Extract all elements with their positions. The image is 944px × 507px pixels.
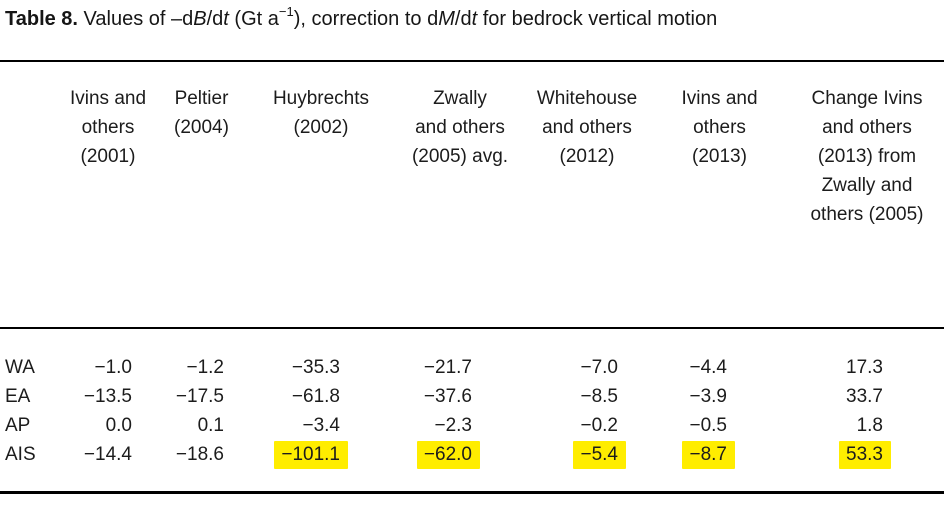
caption-italic-t: t (223, 8, 229, 30)
cell-ais-peltier2004: −18.6 (156, 440, 247, 494)
highlight-marker: 53.3 (839, 441, 891, 469)
column-header-huybrechts-2002: Huybrechts (2002) (247, 61, 395, 329)
row-label: AIS (0, 440, 60, 494)
cell-ea-change: 33.7 (846, 386, 883, 407)
table-row-ap: AP 0.0 0.1 −3.4 −2.3 −0.2 −0.5 1.8 (0, 411, 944, 440)
caption-italic-M: M (438, 8, 455, 30)
cell-ea-zwally2005: −37.6 (423, 386, 472, 407)
column-header-blank (0, 61, 60, 329)
table-row-ais: AIS −14.4 −18.6 −101.1 −62.0 −5.4 −8.7 5… (0, 440, 944, 494)
cell-ap-change: 1.8 (856, 415, 883, 436)
column-header-whitehouse-2012: Whitehouse and others (2012) (525, 61, 649, 329)
table-row-wa: WA −1.0 −1.2 −35.3 −21.7 −7.0 −4.4 17.3 (0, 328, 944, 382)
header-row: Ivins and others (2001) Peltier (2004) H… (0, 61, 944, 329)
cell-wa-ivins2013: −4.4 (689, 357, 727, 378)
highlight-marker: −62.0 (416, 441, 480, 469)
column-header-zwally-2005: Zwally and others (2005) avg. (395, 61, 525, 329)
cell-ais-whitehouse2012: −5.4 (525, 440, 649, 494)
row-label: WA (5, 357, 35, 378)
cell-wa-change: 17.3 (846, 357, 883, 378)
cell-ea-whitehouse2012: −8.5 (580, 386, 618, 407)
table-header: Ivins and others (2001) Peltier (2004) H… (0, 61, 944, 329)
cell-ais-change: 53.3 (790, 440, 944, 494)
cell-ap-zwally2005: −2.3 (434, 415, 472, 436)
table-caption-number: Table 8. (5, 8, 78, 30)
highlight-marker: −8.7 (682, 441, 735, 469)
cell-ais-ivins2013: −8.7 (649, 440, 790, 494)
cell-wa-ivins2001: −1.0 (94, 357, 132, 378)
table-row-ea: EA −13.5 −17.5 −61.8 −37.6 −8.5 −3.9 33.… (0, 382, 944, 411)
cell-wa-peltier2004: −1.2 (186, 357, 224, 378)
column-header-peltier-2004: Peltier (2004) (156, 61, 247, 329)
row-label: AP (5, 415, 31, 436)
caption-superscript: −1 (278, 4, 294, 20)
cell-ea-huybrechts2002: −61.8 (291, 386, 340, 407)
caption-italic-B: B (193, 8, 207, 30)
cell-ap-whitehouse2012: −0.2 (580, 415, 618, 436)
caption-italic-t2: t (471, 8, 478, 30)
cell-ais-ivins2001: −14.4 (60, 440, 156, 494)
cell-ea-ivins2013: −3.9 (689, 386, 727, 407)
cell-ap-ivins2001: 0.0 (105, 415, 132, 436)
cell-wa-zwally2005: −21.7 (423, 357, 472, 378)
cell-ais-huybrechts2002: −101.1 (247, 440, 395, 494)
highlight-marker: −101.1 (274, 441, 348, 469)
cell-ea-peltier2004: −17.5 (175, 386, 224, 407)
cell-ap-huybrechts2002: −3.4 (302, 415, 340, 436)
cell-wa-whitehouse2012: −7.0 (580, 357, 618, 378)
table-body: WA −1.0 −1.2 −35.3 −21.7 −7.0 −4.4 17.3 … (0, 328, 944, 494)
column-header-ivins-2013: Ivins and others (2013) (649, 61, 790, 329)
cell-ea-ivins2001: −13.5 (83, 386, 132, 407)
cell-wa-huybrechts2002: −35.3 (291, 357, 340, 378)
row-label: EA (5, 386, 31, 407)
column-header-ivins-2001: Ivins and others (2001) (60, 61, 156, 329)
data-table: Ivins and others (2001) Peltier (2004) H… (0, 60, 944, 494)
cell-ap-ivins2013: −0.5 (689, 415, 727, 436)
highlight-marker: −5.4 (573, 441, 626, 469)
cell-ap-peltier2004: 0.1 (197, 415, 224, 436)
table-caption: Table 8. Values of –dB/dt (Gt a−1), corr… (5, 4, 718, 30)
caption-text: Values of –d (78, 8, 194, 30)
column-header-change-ivins-zwally: Change Ivins and others (2013) from Zwal… (790, 61, 944, 329)
cell-ais-zwally2005: −62.0 (395, 440, 525, 494)
